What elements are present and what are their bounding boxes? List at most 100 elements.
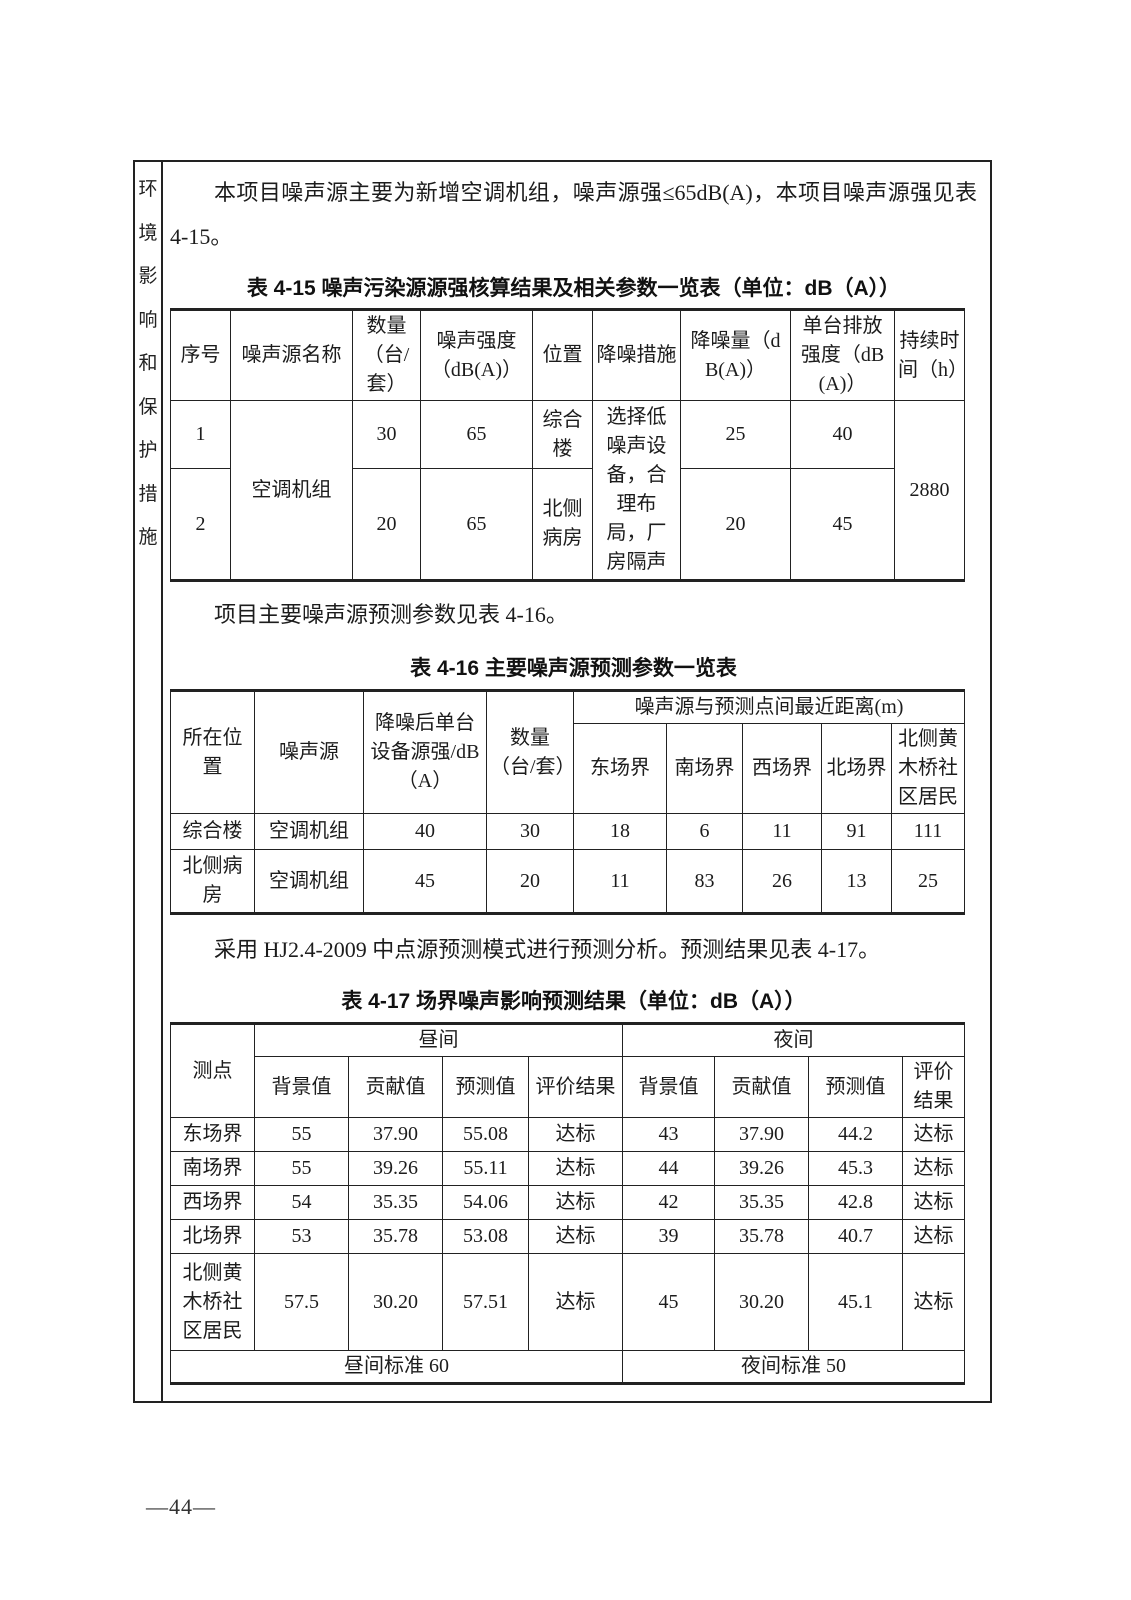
- t417-cell: 达标: [902, 1253, 965, 1351]
- t417-header-day-eval: 评价结果: [528, 1056, 623, 1118]
- table-row: 北侧黄木桥社区居民 57.5 30.20 57.51 达标 45 30.20 4…: [170, 1253, 965, 1351]
- t415-header-duration: 持续时间（h）: [894, 309, 968, 401]
- t416-cell: 30: [486, 813, 574, 850]
- t417-cell: 55.11: [442, 1151, 529, 1186]
- t416-header-distance-group: 噪声源与预测点间最近距离(m): [572, 690, 966, 724]
- t415-cell-intensity: 65: [420, 399, 533, 470]
- t417-cell: 达标: [528, 1219, 623, 1254]
- t417-header-night-eval: 评价结果: [902, 1056, 965, 1118]
- t417-cell: 35.78: [714, 1219, 809, 1254]
- table-4-17: 测点 昼间 夜间 背景值 贡献值 预测值 评价结果 背景值 贡献值 预测值 评价…: [170, 1022, 965, 1385]
- t417-header-day-bg: 背景值: [254, 1056, 349, 1118]
- t415-cell-measure: 选择低噪声设备，合理布局，厂房隔声: [592, 400, 681, 581]
- t417-header-day-contrib: 贡献值: [348, 1056, 443, 1118]
- t417-cell: 55: [254, 1117, 349, 1152]
- table-row: 1 空调机组 30 65 综合楼 选择低噪声设备，合理布局，厂房隔声 25 40…: [170, 399, 965, 581]
- t415-cell-location: 综合楼: [532, 399, 593, 470]
- table-header-row: 所在位置 噪声源 降噪后单台设备源强/dB（A） 数量（台/套） 噪声源与预测点…: [170, 690, 966, 814]
- t417-header-day-pred: 预测值: [442, 1056, 529, 1118]
- t417-cell: 43: [622, 1117, 715, 1152]
- t416-header-strength: 降噪后单台设备源强/dB（A）: [363, 690, 487, 814]
- t417-cell: 30.20: [714, 1253, 809, 1351]
- t417-cell: 53.08: [442, 1219, 529, 1254]
- t416-cell: 40: [363, 813, 487, 850]
- t416-header-location: 所在位置: [170, 690, 255, 814]
- t415-header-unit-emission: 单台排放强度（dB(A)）: [790, 309, 895, 401]
- t417-cell: 达标: [902, 1185, 965, 1220]
- t417-header-night-contrib: 贡献值: [714, 1056, 809, 1118]
- t417-cell: 达标: [528, 1185, 623, 1220]
- t415-cell-emission: 40: [790, 399, 895, 470]
- t415-cell-qty: 20: [352, 468, 421, 581]
- t415-cell-reduction: 25: [680, 399, 791, 470]
- t416-cell: 45: [363, 849, 487, 914]
- t417-day-standard: 昼间标准 60: [170, 1350, 623, 1384]
- table-header-row: 测点 昼间 夜间: [170, 1023, 965, 1118]
- t415-cell-seq: 2: [170, 468, 231, 581]
- t415-header-location: 位置: [532, 309, 593, 401]
- main-content: 本项目噪声源主要为新增空调机组，噪声源强≤65dB(A)，本项目噪声源强见表 4…: [163, 162, 990, 1401]
- t417-cell: 54: [254, 1185, 349, 1220]
- t416-cell: 北侧病房: [170, 849, 255, 914]
- conclusion-paragraph: 经预测，项目噪声在各场界、敏感点处的预测值均满足《工业企业厂界环境噪声排放标准》…: [170, 1397, 977, 1401]
- t416-header-qty: 数量（台/套）: [486, 690, 576, 814]
- t417-cell: 55.08: [442, 1117, 529, 1152]
- t417-cell: 53: [254, 1219, 349, 1254]
- t417-cell: 57.5: [254, 1253, 349, 1351]
- t416-cell: 111: [890, 813, 966, 850]
- t416-cell: 6: [666, 813, 743, 850]
- t417-cell: 40.7: [808, 1219, 903, 1254]
- table-row: 北侧病房 空调机组 45 20 11 83 26 13 25: [170, 849, 966, 914]
- t417-cell: 北场界: [170, 1219, 255, 1254]
- t415-header-seq: 序号: [170, 309, 231, 401]
- table-row: 西场界 54 35.35 54.06 达标 42 35.35 42.8 达标: [170, 1185, 965, 1220]
- table-row: 南场界 55 39.26 55.11 达标 44 39.26 45.3 达标: [170, 1151, 965, 1186]
- table-4-15: 序号 噪声源名称 数量（台/套） 噪声强度（dB(A)） 位置 降噪措施 降噪量…: [170, 308, 968, 582]
- t417-cell: 44: [622, 1151, 715, 1186]
- t416-header-west: 西场界: [742, 723, 822, 814]
- t417-cell: 35.78: [348, 1219, 443, 1254]
- t417-cell: 39: [622, 1219, 715, 1254]
- t415-cell-intensity: 65: [420, 468, 533, 581]
- t415-header-measure: 降噪措施: [592, 309, 681, 401]
- t417-cell: 54.06: [442, 1185, 529, 1220]
- t417-header-point: 测点: [170, 1023, 255, 1118]
- t415-cell-emission: 45: [790, 468, 895, 581]
- t417-cell: 55: [254, 1151, 349, 1186]
- t417-cell: 达标: [902, 1151, 965, 1186]
- t416-cell: 83: [666, 849, 743, 914]
- t417-cell: 44.2: [808, 1117, 903, 1152]
- table-header-row: 背景值 贡献值 预测值 评价结果 背景值 贡献值 预测值 评价结果: [171, 1056, 965, 1118]
- t417-cell: 东场界: [170, 1117, 255, 1152]
- page-number: —44—: [146, 1494, 216, 1519]
- t415-header-name: 噪声源名称: [230, 309, 353, 401]
- t417-cell: 35.35: [714, 1185, 809, 1220]
- content-frame: 环境影响和保护措施 本项目噪声源主要为新增空调机组，噪声源强≤65dB(A)，本…: [133, 160, 992, 1403]
- t417-cell: 42: [622, 1185, 715, 1220]
- t415-cell-qty: 30: [352, 399, 421, 470]
- t416-cell: 空调机组: [254, 849, 364, 914]
- t417-night-standard: 夜间标准 50: [622, 1350, 965, 1384]
- table-header-row: 序号 噪声源名称 数量（台/套） 噪声强度（dB(A)） 位置 降噪措施 降噪量…: [170, 309, 968, 401]
- t417-cell: 37.90: [714, 1117, 809, 1152]
- table-row: 东场界 55 37.90 55.08 达标 43 37.90 44.2 达标: [170, 1117, 965, 1152]
- table-row: 北场界 53 35.78 53.08 达标 39 35.78 40.7 达标: [170, 1219, 965, 1254]
- t417-cell: 37.90: [348, 1117, 443, 1152]
- t417-header-night-group: 夜间: [622, 1023, 965, 1057]
- t417-cell: 北侧黄木桥社区居民: [170, 1253, 255, 1351]
- chapter-sidebar: 环境影响和保护措施: [135, 162, 163, 1401]
- table-header-row: 东场界 南场界 西场界 北场界 北侧黄木桥社区居民: [171, 723, 966, 814]
- table-row: 2 20 65 北侧病房 20 45: [170, 468, 965, 581]
- t417-cell: 达标: [528, 1253, 623, 1351]
- t417-cell: 45.1: [808, 1253, 903, 1351]
- t417-cell: 达标: [528, 1151, 623, 1186]
- t415-cell-location: 北侧病房: [532, 468, 593, 581]
- t416-header-source: 噪声源: [254, 690, 364, 814]
- intro-paragraph: 本项目噪声源主要为新增空调机组，噪声源强≤65dB(A)，本项目噪声源强见表 4…: [170, 180, 977, 249]
- paragraph: 项目主要噪声源预测参数见表 4-16。: [214, 602, 568, 627]
- t415-cell-reduction: 20: [680, 468, 791, 581]
- t417-cell: 西场界: [170, 1185, 255, 1220]
- t415-cell-seq: 1: [170, 399, 231, 470]
- t417-cell: 42.8: [808, 1185, 903, 1220]
